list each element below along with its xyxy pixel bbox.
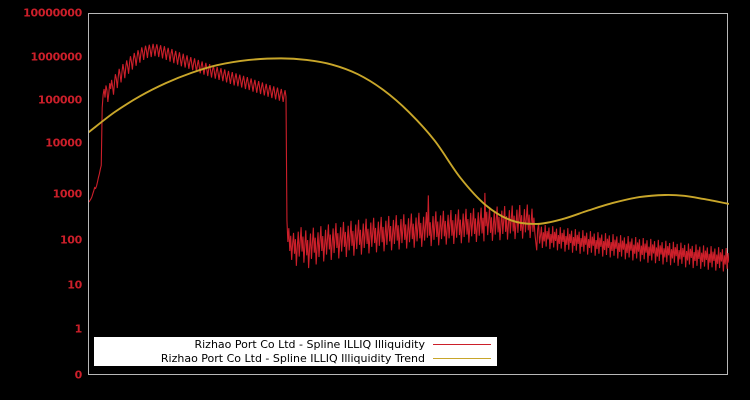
- y-axis-tick-labels: 10000000 1000000 100000 10000 1000 100 10 1 0: [0, 0, 82, 400]
- y-tick-label-100: 100: [59, 233, 82, 247]
- illiquidity-series-line: [89, 43, 729, 272]
- y-tick-label-100000: 100000: [37, 93, 82, 107]
- plot-canvas: [89, 43, 729, 272]
- y-tick-label-1: 1: [74, 322, 83, 336]
- chart-legend: Rizhao Port Co Ltd - Spline ILLIQ Illiqu…: [93, 336, 498, 367]
- y-tick-label-10: 10: [67, 278, 82, 292]
- y-tick-label-0: 0: [74, 368, 83, 382]
- legend-swatch-series: [433, 344, 491, 345]
- legend-swatch-trend: [433, 358, 491, 359]
- legend-label-series: Rizhao Port Co Ltd - Spline ILLIQ Illiqu…: [194, 338, 425, 351]
- y-tick-label-10000000: 10000000: [23, 6, 82, 20]
- y-tick-label-1000000: 1000000: [30, 50, 83, 64]
- legend-label-trend: Rizhao Port Co Ltd - Spline ILLIQ Illiqu…: [160, 352, 425, 365]
- legend-entry-series: Rizhao Port Co Ltd - Spline ILLIQ Illiqu…: [94, 338, 491, 352]
- y-tick-label-1000: 1000: [52, 187, 83, 201]
- y-tick-label-10000: 10000: [45, 136, 82, 150]
- plot-area: [88, 13, 729, 375]
- illiquidity-trend-line: [89, 57, 729, 225]
- legend-entry-trend: Rizhao Port Co Ltd - Spline ILLIQ Illiqu…: [94, 352, 491, 366]
